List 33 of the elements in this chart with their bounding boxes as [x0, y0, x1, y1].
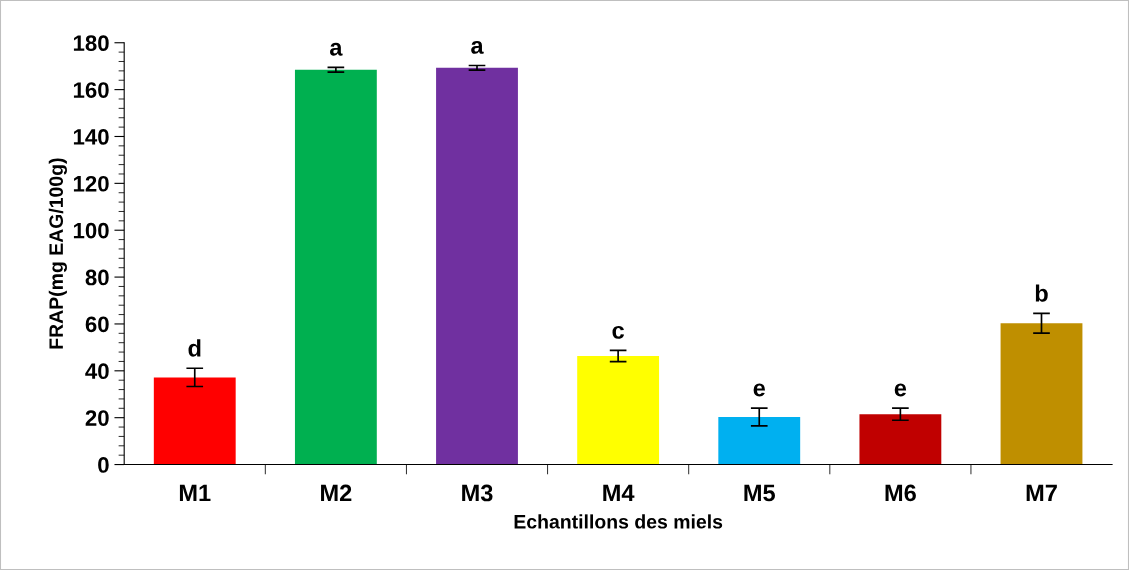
annotation: c	[612, 325, 624, 339]
y-tick-label: 120	[73, 175, 109, 192]
bar	[153, 377, 236, 465]
x-tick-label: M4	[603, 484, 635, 502]
annotation: b	[1035, 284, 1048, 302]
x-tick-label: M1	[179, 484, 211, 502]
y-tick-label: 20	[85, 410, 109, 426]
x-tick-label: M6	[885, 484, 916, 502]
annotation: d	[188, 339, 201, 357]
y-tick-label: 160	[73, 82, 109, 98]
annotation: a	[471, 40, 484, 54]
y-tick-label: 180	[73, 35, 109, 52]
annotation: e	[894, 383, 907, 397]
x-tick-label: M5	[744, 484, 775, 502]
bar	[859, 414, 942, 465]
y-axis-title: FRAP(mg EAG/100g)	[48, 158, 67, 349]
x-tick-label: M2	[321, 484, 352, 502]
y-tick-label: 0	[98, 457, 109, 473]
bar	[718, 416, 801, 465]
y-tick-label: 140	[73, 129, 109, 145]
y-tick-label: 80	[85, 269, 109, 286]
y-tick-label: 100	[73, 222, 109, 239]
annotation: a	[330, 42, 343, 56]
annotation: e	[753, 383, 766, 397]
x-tick-label: M3	[462, 484, 493, 502]
y-tick-label: 60	[85, 316, 109, 333]
bar	[577, 356, 660, 465]
x-axis-title: Echantillons des miels	[514, 514, 723, 529]
bar	[1000, 323, 1083, 465]
bar	[436, 67, 518, 465]
bar	[294, 69, 377, 465]
x-tick-label: M7	[1026, 484, 1057, 502]
y-tick-label: 40	[85, 363, 109, 380]
